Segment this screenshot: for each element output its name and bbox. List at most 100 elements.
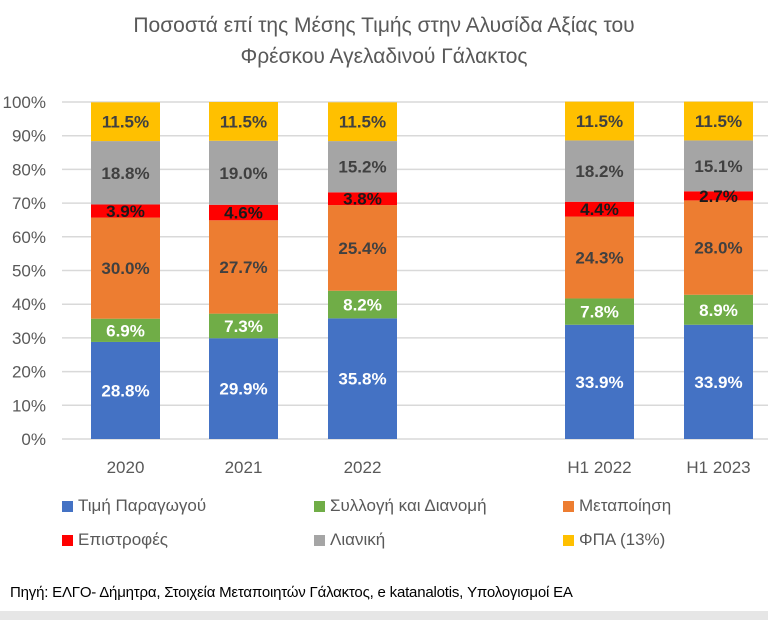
legend-item-vat: ΦΠΑ (13%) xyxy=(563,530,665,550)
data-label: 11.5% xyxy=(576,112,623,131)
y-tick-label: 0% xyxy=(21,430,46,449)
bar-segment xyxy=(328,318,397,439)
bar-segment xyxy=(91,318,160,342)
bar-segment xyxy=(209,140,278,205)
legend-label: Τιμή Παραγωγού xyxy=(78,496,207,515)
x-tick-label: H1 2022 xyxy=(567,458,631,477)
legend: Τιμή Παραγωγού Συλλογή και Διανομή Μεταπ… xyxy=(0,494,768,564)
data-label: 15.1% xyxy=(694,157,742,176)
bar-segment xyxy=(684,191,753,201)
y-tick-label: 100% xyxy=(3,93,46,112)
data-labels: 28.8% 6.9% 30.0% 3.9% 18.8% 11.5% 29.9% 7.3% 27.… xyxy=(101,112,742,400)
legend-swatch xyxy=(314,534,325,546)
bottom-border xyxy=(0,611,768,620)
legend-item-producer-price: Τιμή Παραγωγού xyxy=(62,496,206,516)
bar-segment xyxy=(91,204,160,218)
legend-swatch xyxy=(314,500,325,512)
bar-segment xyxy=(565,324,634,439)
data-label: 18.8% xyxy=(101,164,149,183)
bar-segment xyxy=(328,141,397,193)
chart-title-line-2: Φρέσκου Αγελαδινού Γάλακτος xyxy=(240,45,528,68)
data-label: 15.2% xyxy=(338,158,386,177)
legend-swatch xyxy=(62,534,73,546)
bar-segment xyxy=(209,220,278,314)
y-tick-label: 40% xyxy=(12,295,46,314)
legend-swatch xyxy=(62,500,73,512)
data-label: 8.2% xyxy=(343,296,382,315)
y-tick-label: 70% xyxy=(12,194,46,213)
data-label: 25.4% xyxy=(338,239,386,258)
data-label: 24.3% xyxy=(575,249,623,268)
legend-item-collection-distribution: Συλλογή και Διανομή xyxy=(314,496,487,516)
bar-segment xyxy=(565,298,634,325)
data-label: 11.5% xyxy=(220,112,267,131)
data-label: 27.7% xyxy=(219,258,267,277)
y-tick-label: 60% xyxy=(12,228,46,247)
bar-segment xyxy=(684,101,753,141)
data-label: 35.8% xyxy=(338,370,386,389)
data-label: 7.8% xyxy=(580,303,619,322)
bar-segment xyxy=(565,201,634,217)
legend-item-retail: Λιανική xyxy=(314,530,385,550)
data-label: 2.7% xyxy=(699,187,738,206)
x-axis-ticks: 2020 2021 2022 H1 2022 H1 2023 xyxy=(107,458,751,477)
legend-label: Μεταποίηση xyxy=(579,496,672,515)
bar-segment xyxy=(209,102,278,141)
bar-segment xyxy=(684,200,753,295)
data-label: 18.2% xyxy=(575,162,623,181)
bar-segment xyxy=(91,141,160,205)
legend-label: Επιστροφές xyxy=(78,530,168,549)
data-label: 4.6% xyxy=(224,204,263,223)
legend-item-returns: Επιστροφές xyxy=(62,530,168,550)
data-label: 8.9% xyxy=(699,301,738,320)
legend-label: Συλλογή και Διανομή xyxy=(330,496,487,515)
gridlines xyxy=(62,101,768,440)
data-label: 28.8% xyxy=(101,381,149,400)
bar-segment xyxy=(209,204,278,221)
y-tick-label: 50% xyxy=(12,262,46,281)
y-tick-label: 10% xyxy=(12,396,46,415)
bar-segment xyxy=(328,205,397,291)
bar-segment xyxy=(565,101,634,141)
y-tick-label: 30% xyxy=(12,329,46,348)
data-label: 3.9% xyxy=(106,202,145,221)
bar-segment xyxy=(684,140,753,192)
data-label: 11.5% xyxy=(339,113,386,132)
data-label: 11.5% xyxy=(102,113,149,132)
bars xyxy=(91,101,753,439)
legend-label: Λιανική xyxy=(330,530,386,549)
data-label: 28.0% xyxy=(694,239,742,258)
y-tick-label: 20% xyxy=(12,363,46,382)
bar-segment xyxy=(91,102,160,142)
legend-swatch xyxy=(563,500,574,512)
y-tick-label: 90% xyxy=(12,127,46,146)
chart-title: Ποσοστά επί της Μέσης Τιμής στην Αλυσίδα… xyxy=(0,10,768,72)
data-label: 3.8% xyxy=(343,190,382,209)
data-label: 19.0% xyxy=(219,164,267,183)
bar-segment xyxy=(684,324,753,439)
bar-segment xyxy=(328,102,397,142)
data-label: 30.0% xyxy=(101,259,149,278)
legend-item-processing: Μεταποίηση xyxy=(563,496,671,516)
stacked-bar-chart: 0% 10% 20% 30% 40% 50% 60% 70% 80% 90% 100% 28.8% 6… xyxy=(3,93,768,477)
data-label: 11.5% xyxy=(695,112,742,131)
data-label: 29.9% xyxy=(219,380,267,399)
bar-segment xyxy=(209,313,278,339)
bar-segment xyxy=(209,338,278,439)
bar-segment xyxy=(328,290,397,319)
x-tick-label: H1 2023 xyxy=(686,458,750,477)
bar-segment xyxy=(565,140,634,202)
bar-segment xyxy=(328,192,397,206)
legend-swatch xyxy=(563,534,574,546)
bar-segment xyxy=(91,341,160,439)
x-tick-label: 2020 xyxy=(107,458,145,477)
x-tick-label: 2022 xyxy=(344,458,382,477)
bar-segment xyxy=(91,217,160,319)
data-label: 7.3% xyxy=(224,317,263,336)
bar-segment xyxy=(684,294,753,325)
legend-label: ΦΠΑ (13%) xyxy=(579,530,666,549)
y-tick-label: 80% xyxy=(12,160,46,179)
data-label: 6.9% xyxy=(106,321,145,340)
data-label: 33.9% xyxy=(575,373,623,392)
chart-title-line-1: Ποσοστά επί της Μέσης Τιμής στην Αλυσίδα… xyxy=(133,14,635,37)
